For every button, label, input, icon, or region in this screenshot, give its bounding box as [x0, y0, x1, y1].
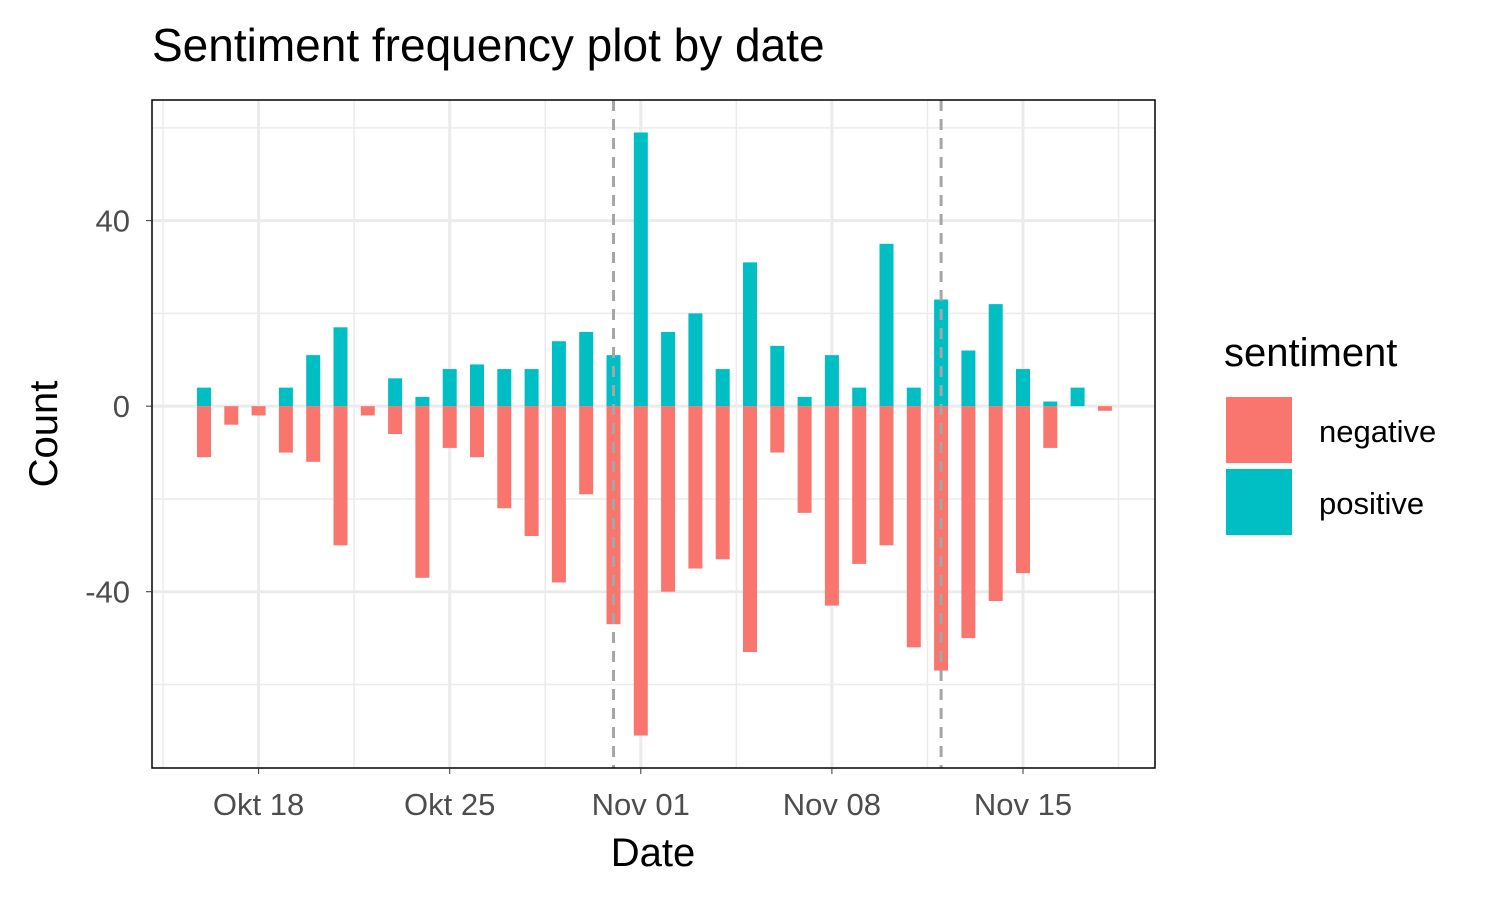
reference-lines [612, 100, 943, 768]
bar-positive [278, 387, 293, 407]
x-axis-ticks: Okt 18 Okt 25 Nov 01 Nov 08 Nov 15 [213, 768, 1072, 822]
bar-positive [306, 355, 321, 407]
bar-negative [251, 406, 266, 416]
legend-key-positive [1226, 469, 1292, 535]
bar-positive [715, 369, 730, 407]
bar-positive [824, 355, 839, 407]
bar-negative [1097, 406, 1112, 411]
bar-negative [852, 406, 867, 564]
bar-negative [442, 406, 457, 448]
y-tick-label: 40 [96, 204, 130, 239]
bar-negative [797, 406, 812, 513]
bar-negative [879, 406, 894, 546]
bar-positive [879, 243, 894, 407]
legend-label-negative: negative [1319, 414, 1436, 449]
legend-title: sentiment [1224, 331, 1397, 375]
bar-negative [824, 406, 839, 606]
bar-negative [770, 406, 785, 453]
bar-negative [197, 406, 211, 458]
bar-positive [551, 341, 566, 407]
bar-positive [988, 304, 1003, 407]
bar-negative [388, 406, 403, 434]
bar-negative [333, 406, 348, 546]
bar-positive [797, 396, 812, 407]
bar-positive [1070, 387, 1085, 407]
y-axis-title: Count [22, 381, 66, 488]
y-axis-ticks: 40 0 -40 [85, 204, 152, 610]
plot-panel-border [151, 99, 1156, 769]
bar-positive [633, 132, 648, 407]
bar-positive [606, 355, 621, 407]
grid-lines [152, 100, 1155, 768]
bar-negative [906, 406, 921, 648]
bar-positive [524, 369, 539, 407]
bar-negative [1043, 406, 1058, 448]
bar-positive [197, 387, 211, 407]
bar-positive [333, 327, 348, 407]
bar-negative [606, 406, 621, 625]
bar-positive [1016, 369, 1030, 407]
bar-negative [415, 406, 430, 578]
bar-negative [306, 406, 321, 462]
bar-positive [743, 262, 757, 407]
x-tick-label: Okt 25 [404, 787, 495, 822]
bar-negative [551, 406, 566, 583]
bar-negative [688, 406, 703, 569]
bar-positive [770, 345, 785, 407]
bar-positive [852, 387, 867, 407]
bar-negative [988, 406, 1003, 601]
bar-positive [579, 331, 594, 407]
bar-negative [497, 406, 512, 509]
bar-negative [524, 406, 539, 537]
bar-negative [1016, 406, 1030, 574]
bar-positive [388, 378, 403, 407]
x-tick-label: Nov 15 [974, 787, 1072, 822]
bar-positive [442, 369, 457, 407]
legend-key-negative [1226, 397, 1292, 463]
bar-positive [470, 364, 484, 407]
bar-positive [1043, 401, 1058, 407]
chart-title: Sentiment frequency plot by date [152, 19, 825, 71]
bar-negative [743, 406, 757, 653]
bar-negative [579, 406, 594, 495]
legend-label-positive: positive [1319, 486, 1424, 521]
x-tick-label: Nov 01 [592, 787, 690, 822]
bar-positive [661, 331, 676, 407]
bar-negative [278, 406, 293, 453]
y-tick-label: -40 [85, 575, 130, 610]
bar-positive [688, 313, 703, 407]
bar-negative [961, 406, 976, 639]
legend: sentiment negative positive [1224, 331, 1436, 535]
bar-positive [497, 369, 512, 407]
bar-positive [961, 350, 976, 407]
bar-negative [661, 406, 676, 592]
bar-negative [470, 406, 484, 458]
x-tick-label: Nov 08 [783, 787, 881, 822]
bar-negative [360, 406, 375, 416]
bar-positive [415, 396, 430, 407]
x-tick-label: Okt 18 [213, 787, 304, 822]
x-axis-title: Date [611, 831, 696, 875]
bar-negative [224, 406, 239, 425]
bar-negative [633, 406, 648, 736]
bar-negative [715, 406, 730, 560]
bars [197, 132, 1112, 736]
bar-positive [906, 387, 921, 407]
y-tick-label: 0 [113, 389, 130, 424]
